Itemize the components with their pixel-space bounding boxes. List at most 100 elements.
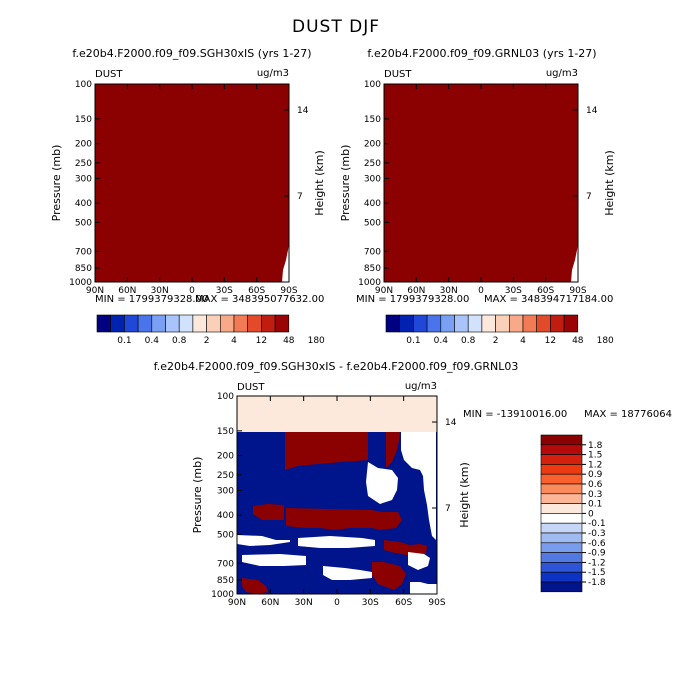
y-tick-label: 200 bbox=[217, 452, 234, 462]
y-tick-label: 1000 bbox=[358, 278, 381, 288]
colorbar-box bbox=[110, 314, 125, 333]
colorbar-box bbox=[540, 522, 583, 534]
field-fill bbox=[95, 84, 289, 282]
colorbar-label: -1.8 bbox=[588, 578, 606, 588]
y-tick-label: 850 bbox=[217, 576, 234, 586]
field-gap bbox=[298, 536, 375, 548]
colorbar-box bbox=[440, 314, 455, 333]
field-positive-patch bbox=[285, 432, 368, 470]
y-tick-label: 1000 bbox=[211, 590, 234, 600]
field-gap bbox=[237, 535, 290, 546]
panel-title: f.e20b4.F2000.f09_f09.GRNL03 (yrs 1-27) bbox=[367, 47, 596, 60]
colorbar-box bbox=[137, 314, 153, 333]
y-tick-label-right: 7 bbox=[586, 192, 592, 202]
colorbar-box bbox=[540, 532, 583, 544]
x-tick-label: 0 bbox=[189, 286, 195, 296]
colorbar-box bbox=[563, 314, 579, 333]
colorbar-box bbox=[220, 314, 235, 333]
y-tick-label: 400 bbox=[217, 511, 234, 521]
colorbar-box bbox=[178, 314, 194, 333]
field-gap bbox=[323, 566, 372, 580]
y-axis-left: 100 150 200 250 300 400 500 700 850 1000 bbox=[69, 80, 100, 288]
x-tick-label: 60N bbox=[261, 598, 279, 608]
colorbar-label: 0.6 bbox=[588, 480, 603, 490]
y-tick-label: 850 bbox=[75, 264, 92, 274]
panel-top-left: f.e20b4.F2000.f09_f09.SGH30xIS (yrs 1-27… bbox=[50, 47, 326, 346]
x-tick-label: 0 bbox=[478, 286, 484, 296]
y-axis-left: 100 150 200 250 300 400 500 700 850 1000 bbox=[211, 392, 242, 600]
y-tick-label: 150 bbox=[364, 115, 381, 125]
colorbar-box bbox=[550, 314, 565, 333]
x-tick-label: 30N bbox=[151, 286, 169, 296]
colorbar-label: 0 bbox=[588, 509, 594, 519]
colorbar-label: 0.3 bbox=[588, 490, 602, 500]
x-tick-label: 30S bbox=[505, 286, 522, 296]
colorbar-box bbox=[481, 314, 496, 333]
y-axis-label-right: Height (km) bbox=[603, 150, 616, 216]
colorbar-label: 4 bbox=[231, 336, 237, 346]
field-positive-patch bbox=[242, 578, 268, 594]
colorbar-label: 0.1 bbox=[117, 336, 131, 346]
colorbar-label: -1.2 bbox=[588, 558, 606, 568]
colorbar-label: 1.2 bbox=[588, 460, 602, 470]
colorbar-box bbox=[540, 473, 583, 485]
max-value: MAX = 18776064 bbox=[584, 409, 672, 420]
y-axis-right: 14 7 bbox=[432, 418, 457, 514]
x-tick-label: 90S bbox=[280, 286, 297, 296]
y-tick-label: 200 bbox=[364, 140, 381, 150]
y-axis-label: Pressure (mb) bbox=[50, 145, 63, 222]
colorbar-label: 180 bbox=[597, 336, 614, 346]
colorbar-box bbox=[540, 571, 583, 583]
y-tick-label: 400 bbox=[364, 199, 381, 209]
colorbar-label: 0.1 bbox=[406, 336, 420, 346]
units-label: ug/m3 bbox=[546, 68, 578, 79]
colorbar-box bbox=[540, 444, 583, 455]
colorbar-label: 0.9 bbox=[588, 470, 603, 480]
colorbar-box bbox=[540, 552, 583, 563]
y-tick-label: 1000 bbox=[69, 278, 92, 288]
x-axis: 90N 60N 30N 0 30S 60S 90S bbox=[86, 84, 298, 296]
x-tick-label: 90S bbox=[428, 598, 445, 608]
x-tick-label: 60N bbox=[118, 286, 136, 296]
colorbar-box bbox=[274, 314, 290, 333]
colorbar-box bbox=[522, 314, 537, 333]
x-axis: 90N 60N 30N 0 30S 60S 90S bbox=[375, 84, 587, 296]
colorbar-box bbox=[540, 503, 583, 514]
field-gap bbox=[410, 582, 437, 594]
max-value: MAX = 348395077632.00 bbox=[195, 294, 324, 305]
colorbar: 0.1 0.4 0.8 2 4 12 48 180 bbox=[96, 314, 325, 346]
x-tick-label: 60S bbox=[248, 286, 265, 296]
y-tick-label: 700 bbox=[75, 247, 92, 257]
y-tick-label: 300 bbox=[75, 174, 92, 184]
field-positive-patch bbox=[386, 432, 400, 468]
units-label: ug/m3 bbox=[405, 381, 437, 392]
colorbar-box bbox=[540, 454, 583, 465]
field-upper-band bbox=[237, 396, 437, 432]
variable-label: DUST bbox=[384, 69, 412, 80]
y-tick-label: 200 bbox=[75, 140, 92, 150]
field-gap bbox=[544, 243, 578, 282]
y-tick-label: 500 bbox=[364, 218, 381, 228]
y-axis-right: 14 7 bbox=[573, 106, 598, 202]
y-tick-label: 850 bbox=[364, 264, 381, 274]
variable-label: DUST bbox=[95, 69, 123, 80]
colorbar-label: -0.6 bbox=[588, 539, 606, 549]
x-tick-label: 90N bbox=[228, 598, 246, 608]
y-axis-label: Pressure (mb) bbox=[339, 145, 352, 222]
x-tick-label: 60N bbox=[407, 286, 425, 296]
colorbar-label: 12 bbox=[256, 336, 267, 346]
y-tick-label: 150 bbox=[217, 427, 234, 437]
colorbar-box bbox=[233, 314, 248, 333]
x-tick-label: 90S bbox=[569, 286, 586, 296]
x-axis: 90N 60N 30N 0 30S 60S 90S bbox=[228, 396, 446, 608]
colorbar-box bbox=[540, 434, 583, 446]
y-axis-left: 100 150 200 250 300 400 500 700 850 1000 bbox=[358, 80, 389, 288]
field-positive-patch bbox=[286, 508, 402, 530]
field-positive-patch bbox=[372, 562, 406, 590]
y-tick-label: 100 bbox=[217, 392, 234, 402]
colorbar-box bbox=[247, 314, 262, 333]
colorbar-box bbox=[96, 314, 111, 333]
colorbar-box bbox=[426, 314, 442, 333]
colorbar-label: 0.4 bbox=[434, 336, 449, 346]
max-value: MAX = 348394717184.00 bbox=[484, 294, 613, 305]
